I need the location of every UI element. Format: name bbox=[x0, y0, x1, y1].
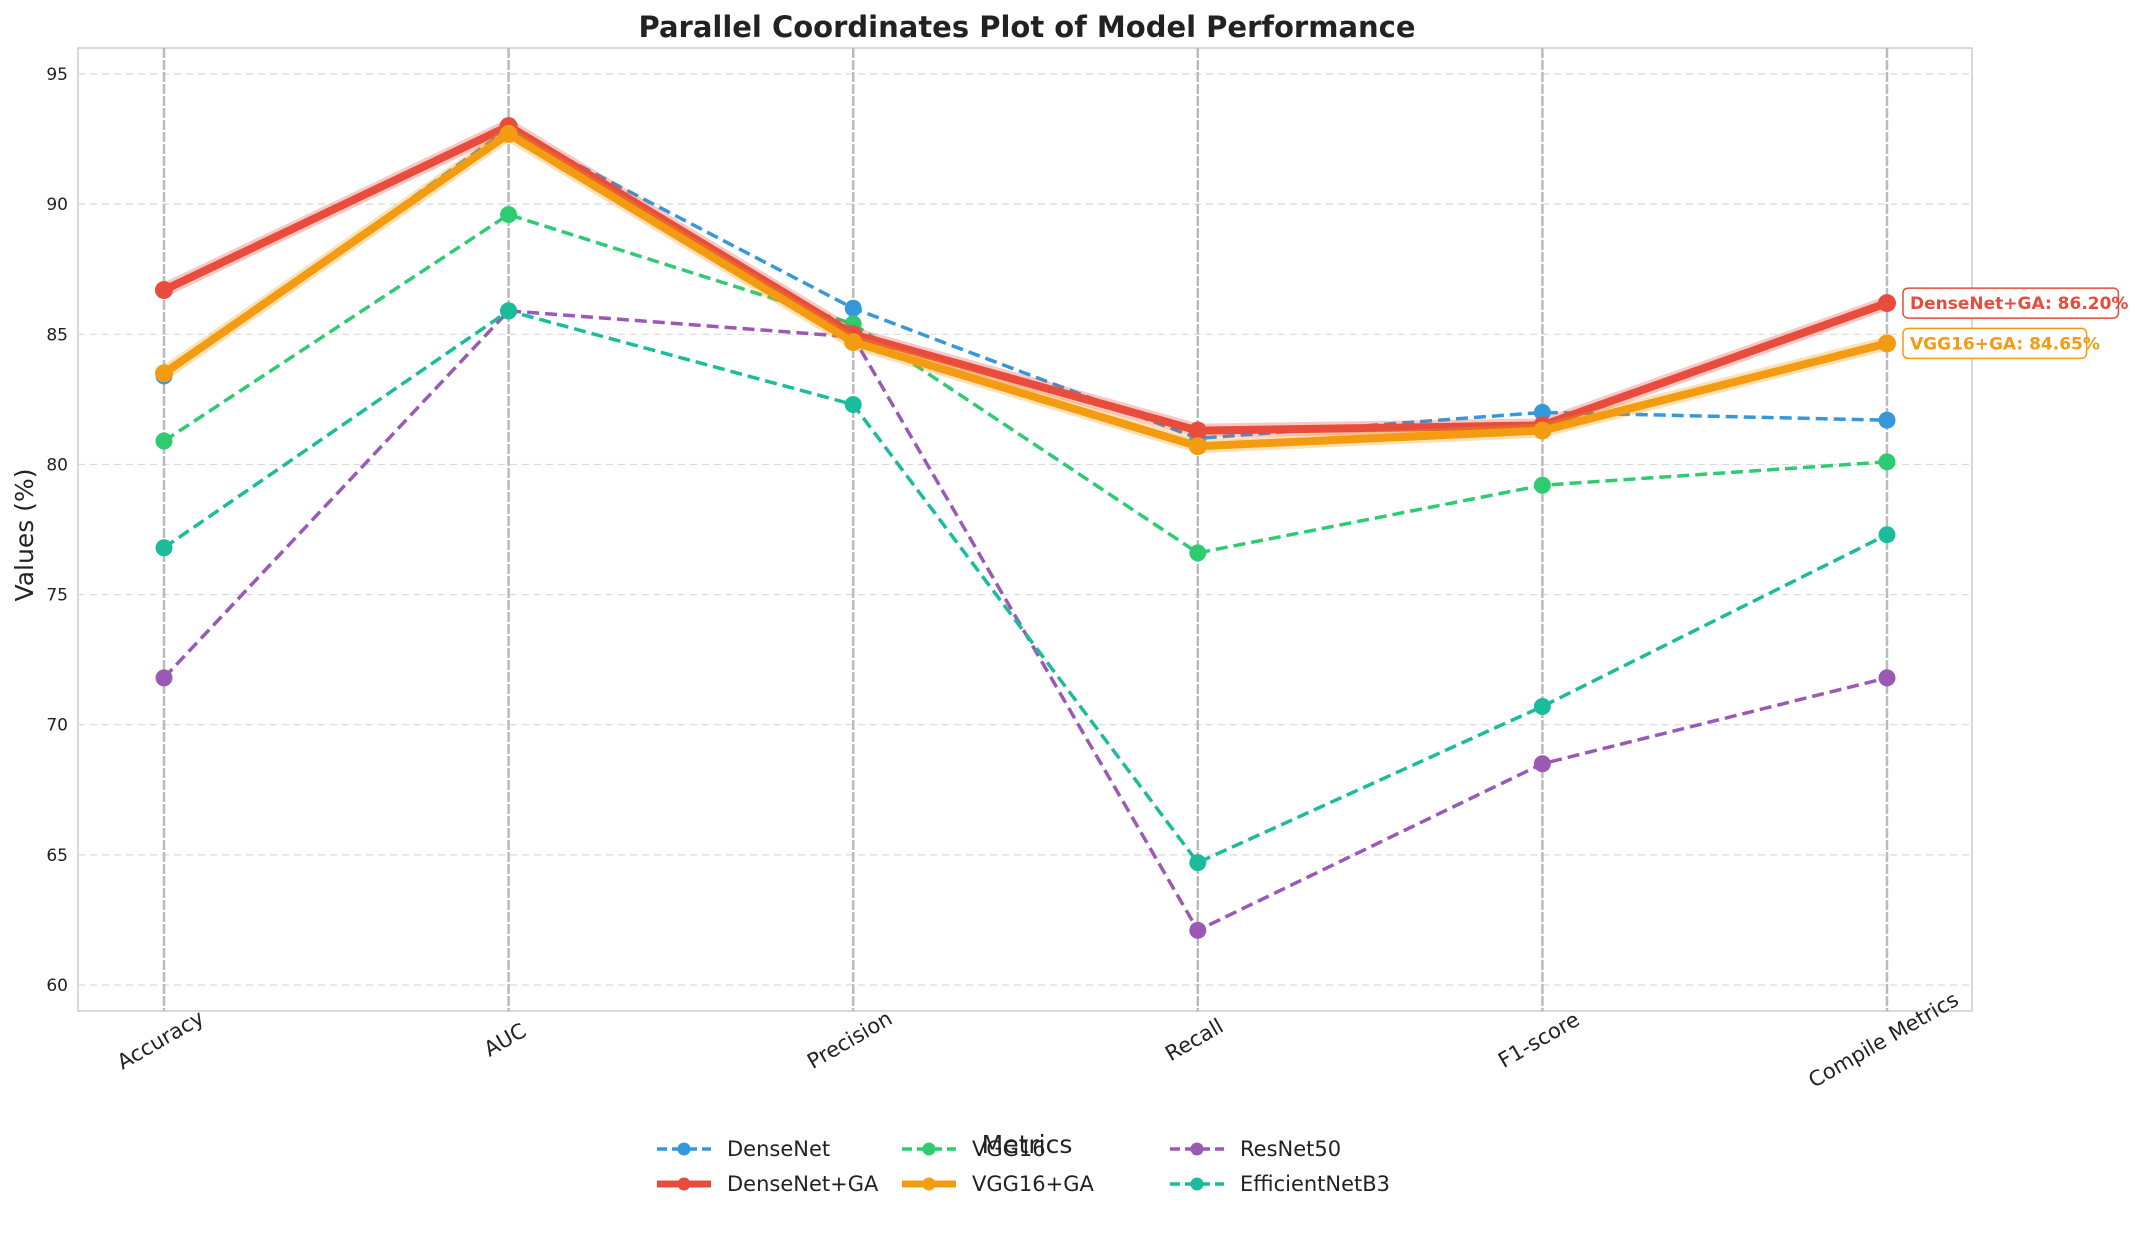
data-point bbox=[1878, 334, 1896, 353]
data-point bbox=[1188, 437, 1207, 456]
y-tick-label: 70 bbox=[46, 716, 68, 736]
series-layer bbox=[155, 117, 1896, 939]
y-axis-label: Values (%) bbox=[10, 469, 39, 602]
data-point bbox=[1189, 854, 1207, 872]
x-tick-label: Recall bbox=[1161, 1014, 1227, 1066]
legend-item: ResNet50 bbox=[1170, 1137, 1341, 1161]
legend-label: EfficientNetB3 bbox=[1240, 1172, 1390, 1196]
legend-label: DenseNet+GA bbox=[727, 1172, 879, 1196]
x-tick-label: AUC bbox=[480, 1018, 530, 1061]
legend-label: VGG16+GA bbox=[972, 1172, 1095, 1196]
annotation-text: VGG16+GA: 84.65% bbox=[1910, 334, 2100, 354]
legend-item: VGG16+GA bbox=[902, 1172, 1095, 1196]
data-point bbox=[844, 299, 862, 317]
legend-item: EfficientNetB3 bbox=[1170, 1172, 1390, 1196]
plot-frame bbox=[77, 47, 1973, 1012]
data-point bbox=[1878, 411, 1896, 429]
legend-marker bbox=[1190, 1177, 1204, 1191]
data-point bbox=[155, 669, 173, 687]
data-point bbox=[155, 281, 173, 300]
chart-title: Parallel Coordinates Plot of Model Perfo… bbox=[638, 10, 1415, 44]
legend-label: VGG16 bbox=[972, 1137, 1046, 1161]
data-point bbox=[1189, 921, 1207, 939]
data-point bbox=[1533, 403, 1551, 421]
grid-layer: 60 65 70 75 80 85 90 95 bbox=[46, 47, 1973, 1012]
data-point bbox=[1533, 755, 1551, 773]
legend-item: DenseNet+GA bbox=[657, 1172, 879, 1196]
legend-item: DenseNet bbox=[657, 1137, 830, 1161]
data-point bbox=[500, 206, 518, 224]
data-point bbox=[1878, 526, 1896, 544]
annotation: DenseNet+GA: 86.20% bbox=[1902, 287, 2128, 319]
data-point bbox=[155, 432, 173, 450]
annotations-layer: DenseNet+GA: 86.20% VGG16+GA: 84.65% bbox=[1902, 287, 2128, 360]
x-tick-label: F1-score bbox=[1494, 1007, 1583, 1073]
series-line bbox=[160, 129, 1891, 451]
x-tick-label: Accuracy bbox=[113, 1006, 208, 1075]
legend-item: VGG16 bbox=[902, 1137, 1046, 1161]
data-point bbox=[1878, 453, 1896, 471]
data-point bbox=[1533, 476, 1551, 494]
data-point bbox=[844, 333, 863, 352]
series-line bbox=[160, 122, 1891, 435]
data-point bbox=[1188, 421, 1207, 440]
y-tick-label: 90 bbox=[46, 195, 68, 215]
y-tick-label: 60 bbox=[46, 976, 68, 996]
data-point bbox=[155, 364, 173, 383]
series-efficientnetb3 bbox=[155, 302, 1896, 872]
legend-marker bbox=[677, 1142, 691, 1156]
legend-marker bbox=[677, 1177, 691, 1191]
y-tick-label: 65 bbox=[46, 846, 68, 866]
annotation-box bbox=[1902, 287, 2120, 319]
legend-marker bbox=[922, 1142, 936, 1156]
x-axis-label: Metrics bbox=[982, 1130, 1073, 1159]
y-tick-label: 85 bbox=[46, 325, 68, 345]
data-point bbox=[1878, 669, 1896, 687]
data-point bbox=[155, 539, 173, 557]
data-point bbox=[500, 302, 518, 320]
legend-label: ResNet50 bbox=[1240, 1137, 1341, 1161]
y-tick-label: 80 bbox=[46, 455, 68, 475]
data-point bbox=[1533, 421, 1552, 440]
data-point bbox=[1533, 697, 1551, 715]
legend-label: DenseNet bbox=[727, 1137, 830, 1161]
y-tick-label: 75 bbox=[46, 586, 68, 606]
annotation-box bbox=[1902, 327, 2088, 360]
data-point bbox=[1878, 294, 1896, 313]
x-tick-label: Compile Metrics bbox=[1804, 987, 1962, 1092]
legend-marker bbox=[1190, 1142, 1204, 1156]
series-line bbox=[162, 309, 1888, 933]
series-vgg16 bbox=[155, 206, 1896, 562]
series-line bbox=[163, 309, 1888, 865]
series-line bbox=[163, 212, 1888, 555]
legend: DenseNet DenseNet+GA VGG16 VGG16+GA ResNet50… bbox=[657, 1137, 1390, 1196]
annotation-text: DenseNet+GA: 86.20% bbox=[1910, 294, 2128, 314]
data-point bbox=[844, 396, 862, 414]
series-vgg16-ga bbox=[155, 124, 1896, 456]
data-point bbox=[1189, 544, 1207, 562]
x-tick-label: Precision bbox=[803, 1006, 896, 1074]
data-point bbox=[499, 124, 518, 143]
y-tick-label: 95 bbox=[46, 65, 68, 85]
legend-marker bbox=[922, 1177, 936, 1191]
annotation: VGG16+GA: 84.65% bbox=[1902, 327, 2100, 360]
